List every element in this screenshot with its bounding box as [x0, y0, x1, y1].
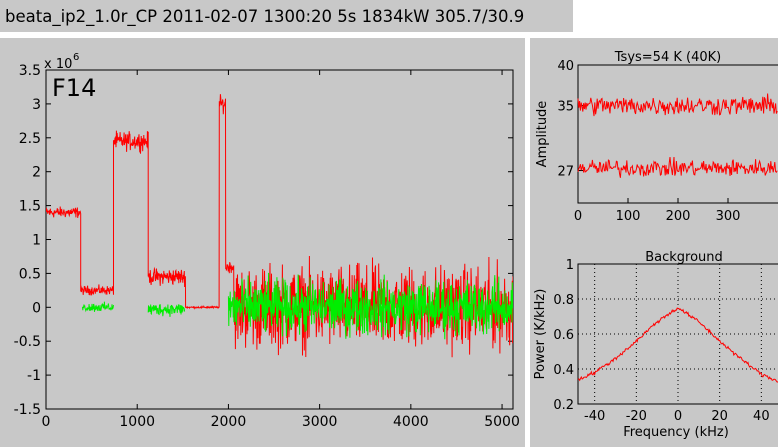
chart-title: Tsys=54 K (40K)	[614, 50, 721, 65]
x-tick-label: 0	[42, 414, 51, 430]
x-axis-label: Frequency (kHz)	[623, 425, 729, 440]
x-tick-label: 100	[616, 209, 641, 224]
tsys-chart: Tsys=54 K (40K) 27 35 40 0 100 200 300 Amplitude	[530, 38, 778, 243]
series-red-line	[46, 94, 513, 358]
x-tick-label: -20	[626, 409, 647, 424]
x-tick-label: 1000	[119, 414, 155, 430]
y-tick-label: -1.5	[14, 402, 41, 418]
y-tick-label: 1	[566, 258, 574, 273]
y-tick-label: 40	[557, 59, 574, 74]
x-tick-label: 5000	[484, 414, 520, 430]
x-tick-label: 200	[666, 209, 691, 224]
background-power-line	[577, 307, 778, 383]
series-green-line	[82, 272, 513, 340]
y-tick-label: 27	[557, 165, 574, 180]
chart-background	[0, 38, 525, 447]
panel-label: F14	[52, 74, 96, 102]
observation-title: beata_ip2_1.0r_CP 2011-02-07 1300:20 5s …	[5, 7, 525, 26]
y-tick-label: 35	[557, 100, 574, 115]
y-tick-label: 1.5	[19, 199, 41, 215]
y-tick-label: 0.5	[19, 266, 41, 282]
x-tick-label: -40	[584, 409, 605, 424]
y-tick-label: 2.5	[19, 131, 41, 147]
y-axis-label: Power (K/kHz)	[533, 289, 548, 380]
chart-background	[530, 38, 778, 243]
x-tick-label: 3000	[302, 414, 338, 430]
plot-frame	[577, 64, 778, 204]
y-exponent-power: 6	[73, 52, 79, 63]
chart-background	[530, 243, 778, 447]
x-tick-label: 20	[711, 409, 728, 424]
x-tick-label: 300	[716, 209, 741, 224]
chart-title: Background	[645, 250, 723, 265]
x-tick-label: 40	[753, 409, 770, 424]
y-tick-label: 2	[32, 165, 41, 181]
y-tick-label: -1	[27, 368, 41, 384]
background-chart: Background 0.2 0.4 0.6 0.8 1 -40 -20 0 20 40 Freque…	[530, 243, 778, 447]
y-exponent-label: x 10	[44, 57, 72, 72]
x-tick-label: 2000	[211, 414, 247, 430]
title-bar: beata_ip2_1.0r_CP 2011-02-07 1300:20 5s …	[0, 0, 573, 32]
y-tick-label: -0.5	[14, 334, 41, 350]
y-tick-label: 0	[32, 300, 41, 316]
y-tick-label: 0.2	[553, 398, 574, 413]
plot-area	[46, 94, 513, 358]
y-tick-label: 3	[32, 97, 41, 113]
x-tick-label: 0	[674, 409, 682, 424]
y-axis-label: Amplitude	[535, 101, 550, 168]
tsys-upper-line	[577, 93, 778, 117]
y-tick-label: 3.5	[19, 63, 41, 79]
x-tick-label: 0	[574, 209, 582, 224]
y-tick-label: 0.4	[553, 363, 574, 378]
x-tick-label: 4000	[393, 414, 429, 430]
y-tick-label: 0.8	[553, 293, 574, 308]
y-tick-label: 1	[32, 233, 41, 249]
tsys-lower-line	[577, 156, 778, 178]
timeseries-chart: -1.5 -1 -0.5 0 0.5 1 1.5 2 2.5 3 3.5 0 1000 2000 3000 4…	[0, 38, 525, 447]
y-tick-label: 0.6	[553, 328, 574, 343]
